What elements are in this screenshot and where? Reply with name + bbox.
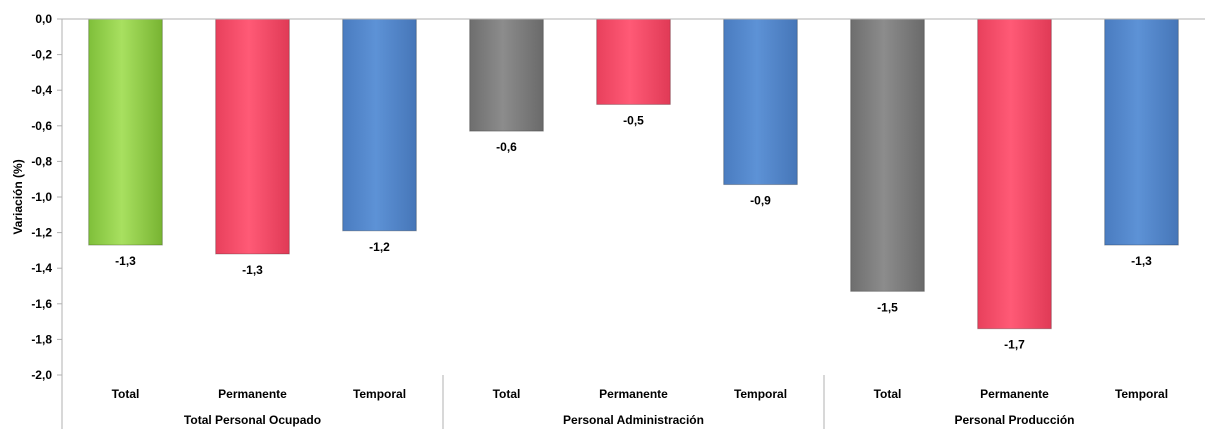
- bar: [342, 18, 417, 232]
- category-label: Total: [874, 387, 902, 401]
- data-label: -1,3: [242, 263, 263, 277]
- data-label: -1,3: [1131, 254, 1152, 268]
- bar: [596, 18, 671, 105]
- bar: [469, 18, 544, 132]
- y-tick-label: -2,0: [31, 368, 52, 382]
- bar: [1104, 18, 1179, 246]
- category-label: Permanente: [980, 387, 1049, 401]
- data-label: -0,6: [496, 140, 517, 154]
- y-tick-label: -0,6: [31, 119, 52, 133]
- y-tick-label: -1,0: [31, 190, 52, 204]
- y-tick-label: 0,0: [35, 12, 52, 26]
- data-label: -1,7: [1004, 338, 1025, 352]
- y-tick-label: -1,4: [31, 261, 52, 275]
- category-label: Temporal: [734, 387, 787, 401]
- bar: [723, 18, 798, 186]
- category-label: Temporal: [353, 387, 406, 401]
- bar: [977, 18, 1052, 330]
- bar: [88, 18, 163, 246]
- y-tick-label: -0,8: [31, 154, 52, 168]
- data-label: -1,3: [115, 254, 136, 268]
- category-label: Permanente: [599, 387, 668, 401]
- y-tick-label: -0,2: [31, 48, 52, 62]
- category-label: Temporal: [1115, 387, 1168, 401]
- data-label: -1,2: [369, 240, 390, 254]
- group-label: Personal Administración: [563, 413, 704, 427]
- x-axis: Total Permanente Temporal Total Personal Oc…: [112, 375, 1168, 429]
- data-label: -0,5: [623, 113, 644, 127]
- group-label: Personal Producción: [954, 413, 1074, 427]
- y-tick-label: -1,6: [31, 297, 52, 311]
- category-label: Permanente: [218, 387, 287, 401]
- bars: -1,3 -1,3 -1,2 -0,6 -0,5 -0,9 -1,5 -1,7 -1,3: [62, 18, 1205, 352]
- y-tick-label: -1,2: [31, 226, 52, 240]
- y-axis: 0,0 -0,2 -0,4 -0,6 -0,8 -1,0 -1,2 -1,4 -1,6 -1,8 -…: [31, 12, 63, 429]
- y-tick-label: -0,4: [31, 83, 52, 97]
- bar: [850, 18, 925, 292]
- data-label: -0,9: [750, 194, 771, 208]
- y-tick-label: -1,8: [31, 332, 52, 346]
- category-label: Total: [112, 387, 140, 401]
- data-label: -1,5: [877, 300, 898, 314]
- y-axis-title: Variación (%): [11, 159, 25, 234]
- bar: [215, 18, 290, 255]
- category-label: Total: [493, 387, 521, 401]
- group-label: Total Personal Ocupado: [184, 413, 321, 427]
